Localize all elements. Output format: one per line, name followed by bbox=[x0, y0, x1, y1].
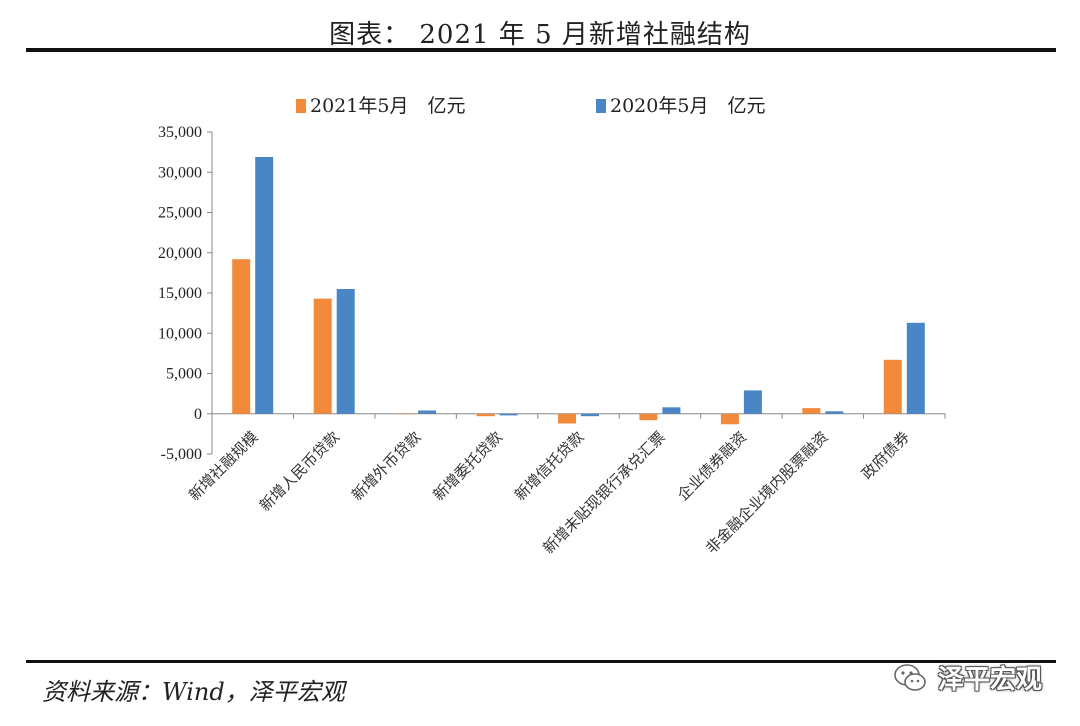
bar-2020 bbox=[906, 322, 925, 414]
bar-2020 bbox=[743, 390, 762, 414]
legend-label-2020: 2020年5月 亿元 bbox=[610, 95, 765, 117]
bar-2021 bbox=[720, 413, 739, 425]
y-tick-label: 25,000 bbox=[158, 205, 202, 222]
bar-2020 bbox=[336, 289, 355, 414]
bar-2020 bbox=[418, 410, 437, 414]
bar-2021 bbox=[395, 413, 414, 415]
y-tick-label: -5,000 bbox=[161, 446, 202, 463]
wechat-icon bbox=[894, 663, 926, 691]
bar-2020 bbox=[662, 407, 681, 414]
x-category-label: 新增外币贷款 bbox=[348, 428, 424, 504]
x-category-label: 新增信托贷款 bbox=[511, 428, 587, 504]
y-tick-label: 10,000 bbox=[158, 325, 202, 342]
chart-title: 图表： 2021 年 5 月新增社融结构 bbox=[329, 20, 751, 50]
bar-2021 bbox=[476, 413, 495, 417]
y-tick-label: 0 bbox=[194, 406, 202, 423]
bar-2021 bbox=[639, 413, 658, 421]
legend: 2021年5月 亿元 2020年5月 亿元 bbox=[296, 95, 765, 117]
x-category-label: 政府债券 bbox=[858, 428, 913, 483]
y-tick-label: 20,000 bbox=[158, 245, 202, 262]
y-tick-label: 35,000 bbox=[158, 124, 202, 141]
x-category-label: 新增社融规模 bbox=[185, 428, 261, 504]
y-tick-label: 5,000 bbox=[166, 366, 202, 383]
bar-2020 bbox=[499, 413, 518, 416]
bar-chart: 2021年5月 亿元 2020年5月 亿元 35,000 30,000 25,000… bbox=[158, 95, 946, 557]
source-note: 资料来源：Wind，泽平宏观 bbox=[42, 678, 345, 706]
bar-2021 bbox=[558, 413, 576, 424]
bar-2021 bbox=[232, 259, 251, 414]
bar-2020 bbox=[255, 157, 274, 414]
bar-2021 bbox=[313, 298, 332, 414]
y-tick-label: 30,000 bbox=[158, 164, 202, 181]
y-axis: 35,000 30,000 25,000 20,000 15,000 10,000 5,00… bbox=[158, 124, 946, 463]
y-tick-label: 15,000 bbox=[158, 285, 202, 302]
watermark: 泽平宏观 bbox=[892, 659, 1042, 696]
top-rule bbox=[26, 48, 1056, 52]
legend-swatch-2020 bbox=[596, 99, 606, 113]
bar-2020 bbox=[825, 411, 844, 414]
bar-2020 bbox=[581, 413, 599, 417]
bottom-rule bbox=[26, 660, 1056, 663]
x-category-label: 新增委托贷款 bbox=[430, 428, 506, 504]
x-category-label: 企业债券融资 bbox=[674, 428, 750, 504]
x-category-label: 新增人民币贷款 bbox=[256, 428, 343, 515]
bars bbox=[232, 157, 925, 425]
legend-swatch-2021 bbox=[296, 99, 306, 113]
bar-2021 bbox=[802, 408, 821, 414]
bar-2021 bbox=[883, 359, 902, 414]
legend-label-2021: 2021年5月 亿元 bbox=[310, 95, 465, 117]
watermark-text: 泽平宏观 bbox=[938, 665, 1043, 695]
